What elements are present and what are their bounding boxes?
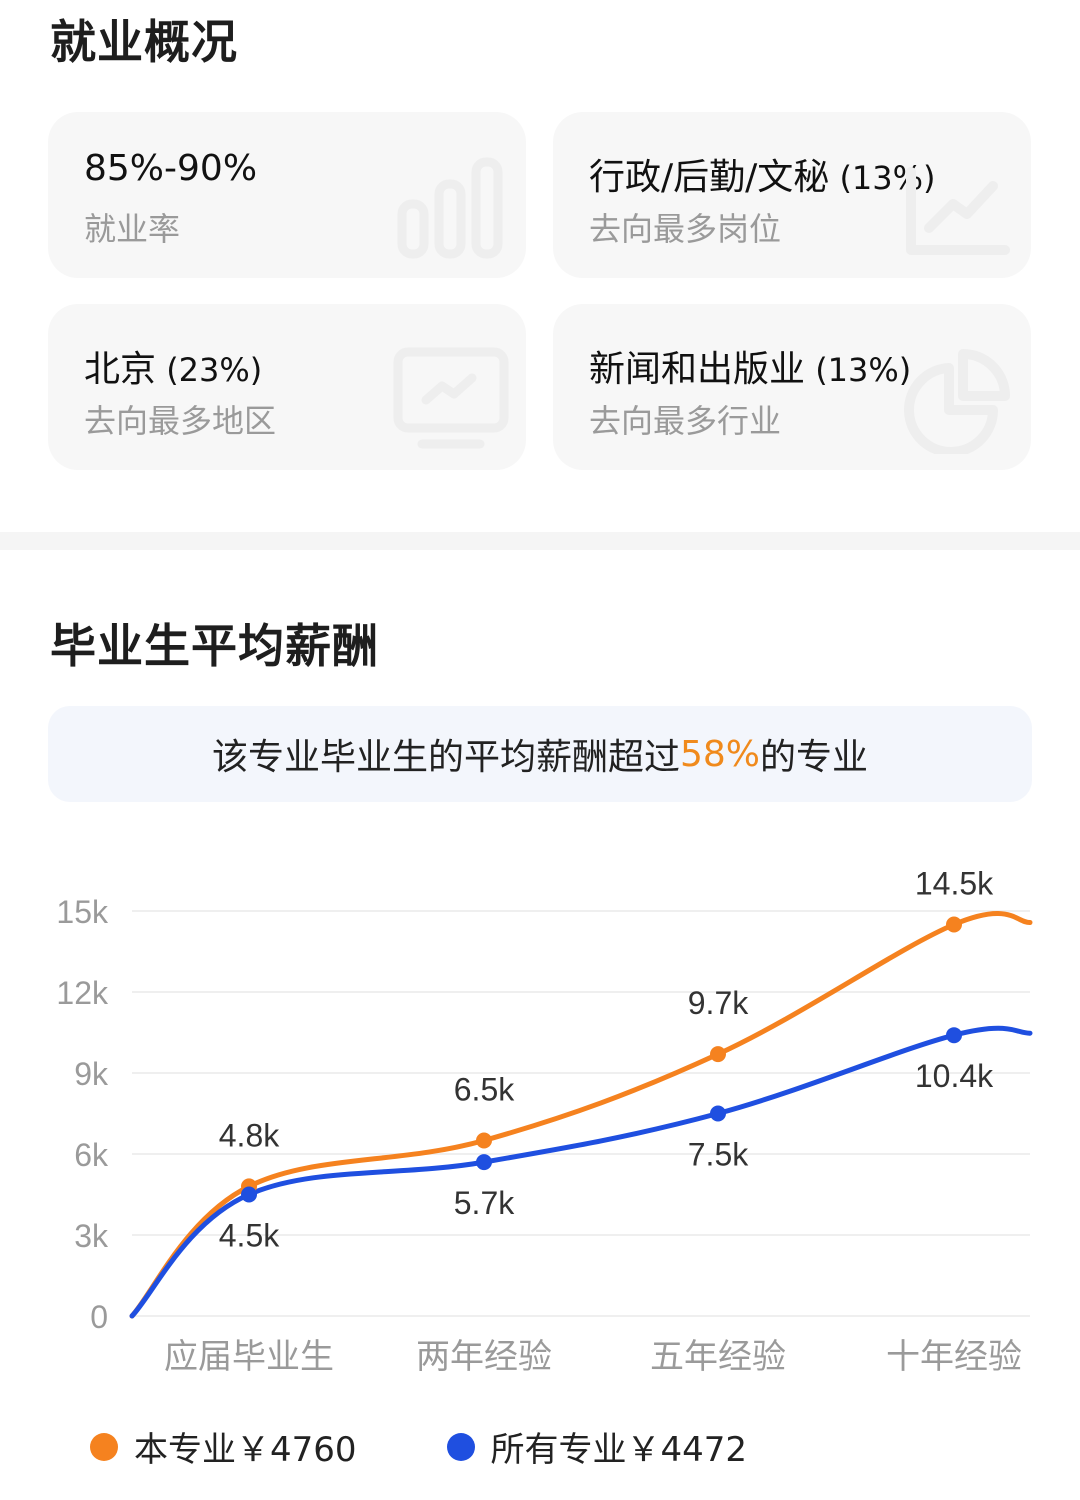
x-tick-label: 应届毕业生 [164, 1337, 334, 1377]
card-sub-label: 去向最多岗位 [589, 210, 782, 248]
pie-chart-icon [904, 349, 1010, 454]
card-main-text: 行政/后勤/文秘 (13%) [589, 157, 936, 198]
data-point[interactable] [710, 1105, 726, 1122]
banner-prefix: 该专业毕业生的平均薪酬超过 [211, 737, 680, 778]
y-tick-label: 15k [56, 894, 109, 930]
data-label: 9.7k [688, 985, 749, 1021]
y-tick-label: 12k [56, 975, 109, 1011]
employment-section-title: 就业概况 [50, 15, 238, 69]
y-tick-label: 0 [90, 1299, 108, 1335]
x-tick-label: 十年经验 [886, 1337, 1022, 1377]
monitor-chart-icon [393, 347, 509, 449]
card-sub-label: 去向最多行业 [589, 402, 782, 440]
data-point[interactable] [476, 1154, 492, 1171]
data-label: 14.5k [915, 866, 994, 902]
data-point[interactable] [946, 916, 962, 933]
salary-line-chart: 0 3k 6k 9k 12k 15k 应届毕业生 两年经验 五年经验 十年经验 4.8k 6.5k 9.… [0, 840, 1080, 1400]
legend-item-this-major[interactable]: 本专业￥4760 [90, 1422, 357, 1471]
data-point[interactable] [946, 1027, 962, 1044]
data-label: 6.5k [454, 1072, 515, 1108]
blue-dot-icon [446, 1432, 475, 1461]
x-tick-label: 五年经验 [650, 1337, 786, 1377]
trend-chart-icon [906, 167, 1010, 255]
data-label: 5.7k [454, 1185, 515, 1221]
legend-label: 所有专业￥4472 [490, 1430, 748, 1470]
card-main-text: 新闻和出版业 (13%) [589, 349, 912, 390]
data-point[interactable] [710, 1046, 726, 1063]
orange-dot-icon [90, 1432, 118, 1461]
banner-suffix: 的专业 [760, 737, 869, 778]
salary-comparison-banner: 该专业毕业生的平均薪酬超过 58% 的专业 [48, 706, 1032, 802]
data-point[interactable] [241, 1186, 257, 1203]
top-region-card[interactable]: 北京 (23%) 去向最多地区 [48, 304, 526, 470]
x-tick-label: 两年经验 [416, 1337, 552, 1377]
salary-section-title: 毕业生平均薪酬 [50, 619, 379, 673]
y-tick-label: 6k [74, 1137, 109, 1173]
chart-canvas: 0 3k 6k 9k 12k 15k 应届毕业生 两年经验 五年经验 十年经验 4.8k 6.5k 9.… [56, 866, 1033, 1377]
this-major-line [129, 911, 1033, 1319]
y-tick-label: 9k [74, 1056, 109, 1092]
top-industry-card[interactable]: 新闻和出版业 (13%) 去向最多行业 [553, 304, 1031, 470]
data-label: 10.4k [915, 1058, 994, 1094]
section-divider [0, 532, 1080, 550]
top-job-card[interactable]: 行政/后勤/文秘 (13%) 去向最多岗位 [553, 112, 1031, 278]
card-main-text: 北京 (23%) [84, 349, 263, 390]
chart-legend: 本专业￥4760 所有专业￥4472 [90, 1422, 837, 1471]
data-point[interactable] [476, 1132, 492, 1149]
bar-chart-icon [397, 157, 503, 259]
legend-item-all-majors[interactable]: 所有专业￥4472 [446, 1422, 748, 1471]
all-majors-line [129, 1025, 1033, 1319]
y-tick-label: 3k [74, 1218, 109, 1254]
banner-highlight-percent: 58% [679, 733, 760, 775]
employment-rate-card[interactable]: 85%-90% 就业率 [48, 112, 526, 278]
data-label: 4.5k [219, 1218, 280, 1254]
data-label: 4.8k [219, 1117, 280, 1153]
card-sub-label: 去向最多地区 [84, 402, 277, 440]
card-main-text: 85%-90% [84, 148, 258, 189]
card-sub-label: 就业率 [84, 210, 181, 248]
data-label: 7.5k [688, 1137, 749, 1173]
legend-label: 本专业￥4760 [134, 1430, 357, 1470]
